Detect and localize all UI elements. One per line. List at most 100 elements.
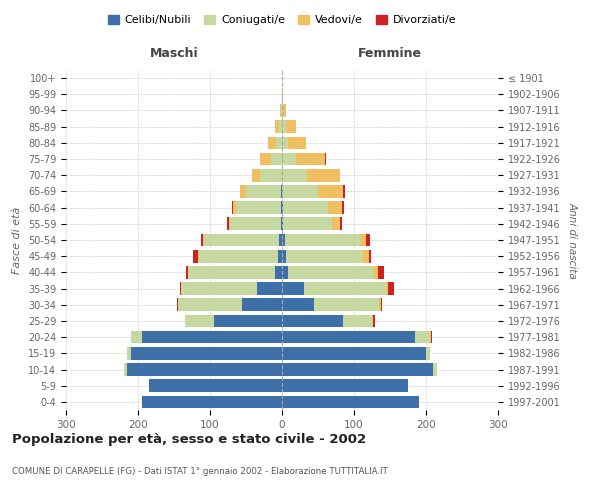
Bar	[124, 363, 127, 376]
Bar	[227, 218, 229, 230]
Bar	[281, 218, 282, 230]
Bar	[236, 202, 281, 214]
Bar	[282, 282, 304, 295]
Bar	[366, 234, 370, 246]
Bar	[340, 218, 343, 230]
Bar	[149, 380, 282, 392]
Bar	[282, 104, 283, 117]
Bar	[431, 331, 433, 344]
Bar	[275, 266, 282, 278]
Bar	[279, 120, 282, 133]
Text: Popolazione per età, sesso e stato civile - 2002: Popolazione per età, sesso e stato civil…	[12, 432, 366, 446]
Bar	[252, 169, 260, 181]
Bar	[380, 298, 382, 311]
Bar	[304, 282, 386, 295]
Bar	[186, 266, 188, 278]
Bar	[214, 314, 282, 328]
Bar	[426, 347, 430, 360]
Bar	[379, 298, 380, 311]
Bar	[386, 282, 388, 295]
Bar	[282, 234, 285, 246]
Bar	[288, 266, 374, 278]
Bar	[314, 298, 379, 311]
Bar	[361, 234, 366, 246]
Bar	[286, 120, 296, 133]
Bar	[281, 202, 282, 214]
Bar	[388, 282, 394, 295]
Text: Maschi: Maschi	[149, 48, 199, 60]
Bar	[246, 185, 281, 198]
Bar	[181, 282, 257, 295]
Bar	[278, 250, 282, 262]
Bar	[283, 104, 286, 117]
Bar	[185, 314, 214, 328]
Bar	[282, 314, 343, 328]
Bar	[271, 152, 282, 166]
Bar	[433, 363, 437, 376]
Bar	[257, 282, 282, 295]
Bar	[282, 363, 433, 376]
Bar	[285, 234, 361, 246]
Bar	[281, 185, 282, 198]
Text: Femmine: Femmine	[358, 48, 422, 60]
Bar	[282, 396, 419, 408]
Bar	[229, 218, 230, 230]
Y-axis label: Fasce di età: Fasce di età	[13, 206, 22, 274]
Bar	[415, 331, 430, 344]
Bar	[364, 250, 369, 262]
Bar	[202, 234, 203, 246]
Bar	[372, 314, 373, 328]
Bar	[282, 266, 288, 278]
Bar	[307, 169, 340, 181]
Bar	[343, 185, 344, 198]
Bar	[374, 266, 378, 278]
Bar	[131, 347, 282, 360]
Bar	[282, 185, 318, 198]
Bar	[232, 202, 233, 214]
Bar	[288, 136, 306, 149]
Bar	[378, 266, 383, 278]
Bar	[282, 169, 307, 181]
Y-axis label: Anni di nascita: Anni di nascita	[567, 202, 577, 278]
Bar	[233, 202, 236, 214]
Bar	[199, 250, 278, 262]
Bar	[142, 396, 282, 408]
Bar	[230, 218, 281, 230]
Bar	[283, 202, 328, 214]
Bar	[260, 169, 282, 181]
Bar	[282, 88, 283, 101]
Bar	[280, 104, 281, 117]
Bar	[282, 347, 426, 360]
Bar	[343, 314, 372, 328]
Bar	[282, 331, 415, 344]
Bar	[328, 202, 343, 214]
Bar	[282, 120, 286, 133]
Bar	[282, 218, 283, 230]
Bar	[188, 266, 275, 278]
Bar	[373, 314, 375, 328]
Bar	[127, 347, 131, 360]
Bar	[286, 250, 364, 262]
Bar	[142, 331, 282, 344]
Bar	[332, 218, 340, 230]
Bar	[242, 298, 282, 311]
Bar	[131, 331, 142, 344]
Bar	[240, 185, 246, 198]
Bar	[178, 298, 242, 311]
Bar	[268, 136, 276, 149]
Legend: Celibi/Nubili, Coniugati/e, Vedovi/e, Divorziati/e: Celibi/Nubili, Coniugati/e, Vedovi/e, Di…	[103, 10, 461, 30]
Bar	[282, 250, 286, 262]
Bar	[275, 120, 279, 133]
Bar	[279, 234, 282, 246]
Bar	[430, 331, 431, 344]
Bar	[177, 298, 178, 311]
Bar	[282, 298, 314, 311]
Bar	[260, 152, 271, 166]
Bar	[282, 380, 408, 392]
Bar	[296, 152, 325, 166]
Bar	[282, 136, 288, 149]
Bar	[343, 202, 344, 214]
Bar	[180, 282, 181, 295]
Bar	[193, 250, 199, 262]
Bar	[276, 136, 282, 149]
